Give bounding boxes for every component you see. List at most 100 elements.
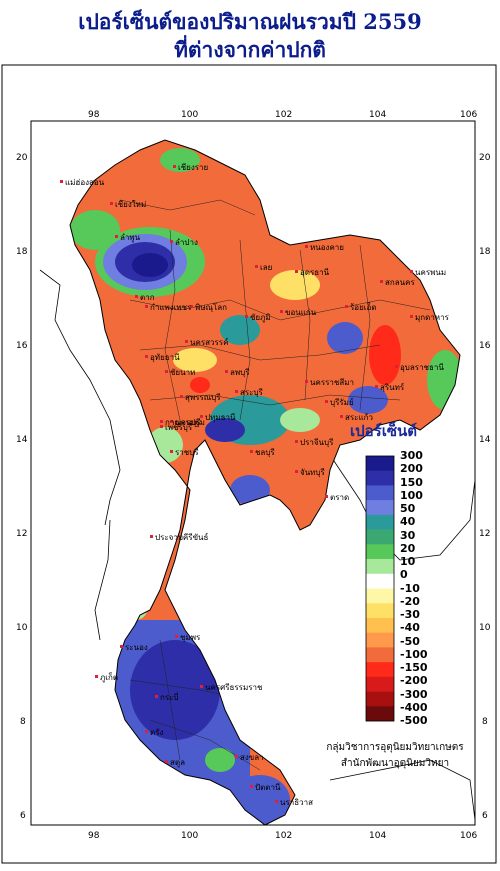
place-label: อุดรธานี (300, 268, 330, 277)
station-marker (295, 440, 298, 443)
place-label: ชัยนาท (170, 368, 195, 377)
y-tick-right-10: 10 (479, 623, 491, 633)
legend-label: 0 (400, 568, 408, 582)
legend-label: 20 (400, 541, 416, 555)
place-label: ขอนแก่น (285, 308, 317, 317)
place-label: จันทบุรี (300, 468, 326, 477)
map-title-line1: เปอร์เซ็นต์ของปริมาณฝนรวมปี 2559 (78, 9, 422, 34)
station-marker (295, 270, 298, 273)
legend-swatch (366, 632, 394, 648)
place-label: ตรัง (150, 728, 163, 737)
place-label: นครศรีธรรมราช (205, 683, 263, 692)
place-label: สระบุรี (240, 388, 264, 397)
station-marker (225, 370, 228, 373)
place-label: ชัยภูมิ (250, 313, 271, 323)
legend-swatch (366, 573, 394, 589)
place-label: ร้อยเอ็ด (350, 302, 377, 312)
place-label: ปัตตานี (255, 783, 281, 792)
station-marker (305, 380, 308, 383)
station-marker (275, 800, 278, 803)
place-label: ระนอง (125, 643, 148, 652)
legend-title: เปอร์เซ็นต์ (350, 422, 418, 440)
y-tick-left-14: 14 (16, 435, 28, 445)
station-marker (155, 695, 158, 698)
legend-swatch (366, 588, 394, 604)
y-tick-left-18: 18 (16, 247, 28, 257)
place-label: ลำปาง (175, 238, 198, 247)
place-label: ชุมพร (180, 633, 201, 642)
legend-label: -10 (400, 581, 420, 595)
legend-label: -50 (400, 634, 420, 648)
map-title-line2: ที่ต่างจากค่าปกติ (174, 37, 326, 62)
place-label: พิษณุโลก (195, 302, 227, 312)
x-tick-bottom-104: 104 (369, 831, 386, 841)
station-marker (245, 315, 248, 318)
station-marker (145, 305, 148, 308)
place-label: ภูเก็ต (100, 672, 118, 683)
station-marker (173, 165, 176, 168)
place-label: ตาก (140, 293, 155, 302)
station-marker (110, 202, 113, 205)
x-tick-bottom-102: 102 (275, 831, 292, 841)
y-tick-left-16: 16 (16, 341, 28, 351)
station-marker (380, 280, 383, 283)
y-tick-left-20: 20 (16, 153, 28, 163)
station-marker (150, 535, 153, 538)
station-marker (200, 685, 203, 688)
station-marker (60, 180, 63, 183)
place-label: เพชรบุรี (165, 423, 193, 432)
place-label: สระแก้ว (345, 413, 373, 422)
station-marker (170, 420, 173, 423)
x-tick-top-100: 100 (181, 110, 198, 120)
x-axis-ticks-bottom: 98 100 102 104 106 (88, 831, 477, 841)
station-marker (250, 450, 253, 453)
place-label: เชียงราย (178, 163, 208, 172)
place-label: สกลนคร (385, 278, 415, 287)
y-tick-right-20: 20 (479, 153, 491, 163)
legend-swatch (366, 544, 394, 560)
station-marker (145, 730, 148, 733)
neighbour-coast-south (329, 759, 476, 821)
station-marker (235, 390, 238, 393)
place-label: ตราด (330, 493, 349, 502)
station-marker (295, 470, 298, 473)
y-tick-right-8: 8 (482, 717, 488, 727)
legend-label: -100 (400, 647, 428, 661)
station-marker (410, 270, 413, 273)
place-label: อุบลราชธานี (400, 363, 444, 372)
station-marker (170, 450, 173, 453)
x-tick-bottom-106: 106 (460, 831, 477, 841)
x-axis-ticks-top: 98 100 102 104 106 (88, 110, 477, 120)
station-marker (325, 400, 328, 403)
legend-swatch (366, 647, 394, 663)
station-marker (340, 415, 343, 418)
place-label: นครพนม (415, 268, 446, 277)
station-marker (235, 755, 238, 758)
place-label: ประจวบคีรีขันธ์ (155, 532, 209, 542)
legend-label: -150 (400, 661, 428, 674)
legend-label: -20 (400, 594, 420, 608)
station-marker (255, 265, 258, 268)
place-label: นครราชสีมา (310, 378, 354, 387)
station-marker (375, 385, 378, 388)
legend-swatch (366, 662, 394, 678)
place-label: ปทุมธานี (205, 413, 236, 422)
x-tick-top-102: 102 (275, 110, 292, 120)
legend-label: -300 (400, 687, 428, 701)
station-marker (160, 425, 163, 428)
place-label: ราชบุรี (175, 448, 199, 457)
station-marker (325, 495, 328, 498)
station-marker (180, 395, 183, 398)
station-marker (345, 305, 348, 308)
legend-label: 300 (400, 449, 423, 462)
station-marker (200, 415, 203, 418)
place-label: กาญจนบุรี (165, 418, 201, 427)
y-tick-right-12: 12 (479, 529, 490, 539)
place-label: ลำพูน (120, 233, 141, 243)
place-label: มุกดาหาร (415, 313, 450, 322)
legend-swatch (366, 470, 394, 486)
place-labels: เชียงรายแม่ฮ่องสอนเชียงใหม่ลำพูนลำปางตาก… (60, 163, 450, 807)
y-tick-left-10: 10 (16, 623, 28, 633)
place-label: ลพบุรี (230, 368, 250, 377)
station-marker (170, 240, 173, 243)
